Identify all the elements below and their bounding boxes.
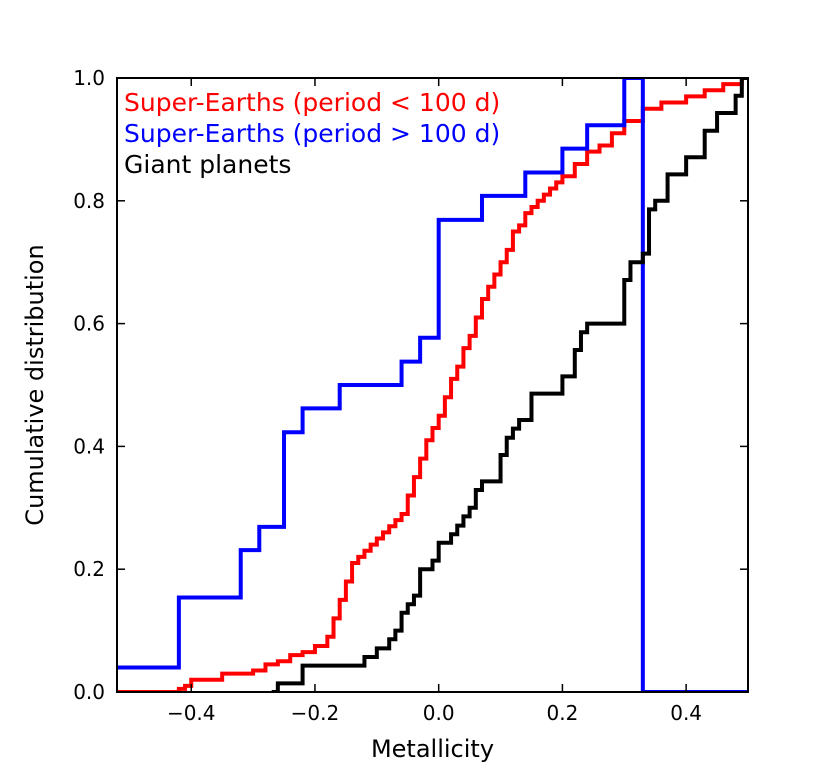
legend-entry-giant-planets: Giant planets xyxy=(124,150,291,179)
legend-entry-super-earths-short-period: Super-Earths (period < 100 d) xyxy=(124,88,500,117)
tick-layer: −0.4 −0.2 0.0 0.2 0.4 0.0 0.2 0.4 0.6 0.8 1.0 xyxy=(73,66,748,725)
y-axis-label: Cumulative distribution xyxy=(21,244,49,525)
x-tick-label: −0.2 xyxy=(291,701,340,725)
x-tick-label: −0.4 xyxy=(167,701,216,725)
x-tick-label: 0.0 xyxy=(423,701,455,725)
series-super-earths-short-period xyxy=(117,78,748,692)
y-tick-label: 0.2 xyxy=(73,557,105,581)
x-tick-label: 0.2 xyxy=(547,701,579,725)
plot-frame xyxy=(116,77,749,693)
legend-entry-super-earths-long-period: Super-Earths (period > 100 d) xyxy=(124,119,500,148)
x-axis-label: Metallicity xyxy=(371,735,494,763)
series-giant-planets xyxy=(271,78,748,692)
y-tick-label: 0.6 xyxy=(73,312,105,336)
series-super-earths-long-period xyxy=(117,78,748,692)
series-layer xyxy=(117,78,748,692)
y-tick-label: 0.8 xyxy=(73,189,105,213)
x-tick-label: 0.4 xyxy=(670,701,702,725)
y-tick-label: 0.4 xyxy=(73,434,105,458)
y-tick-label: 1.0 xyxy=(73,66,105,90)
y-tick-label: 0.0 xyxy=(73,680,105,704)
